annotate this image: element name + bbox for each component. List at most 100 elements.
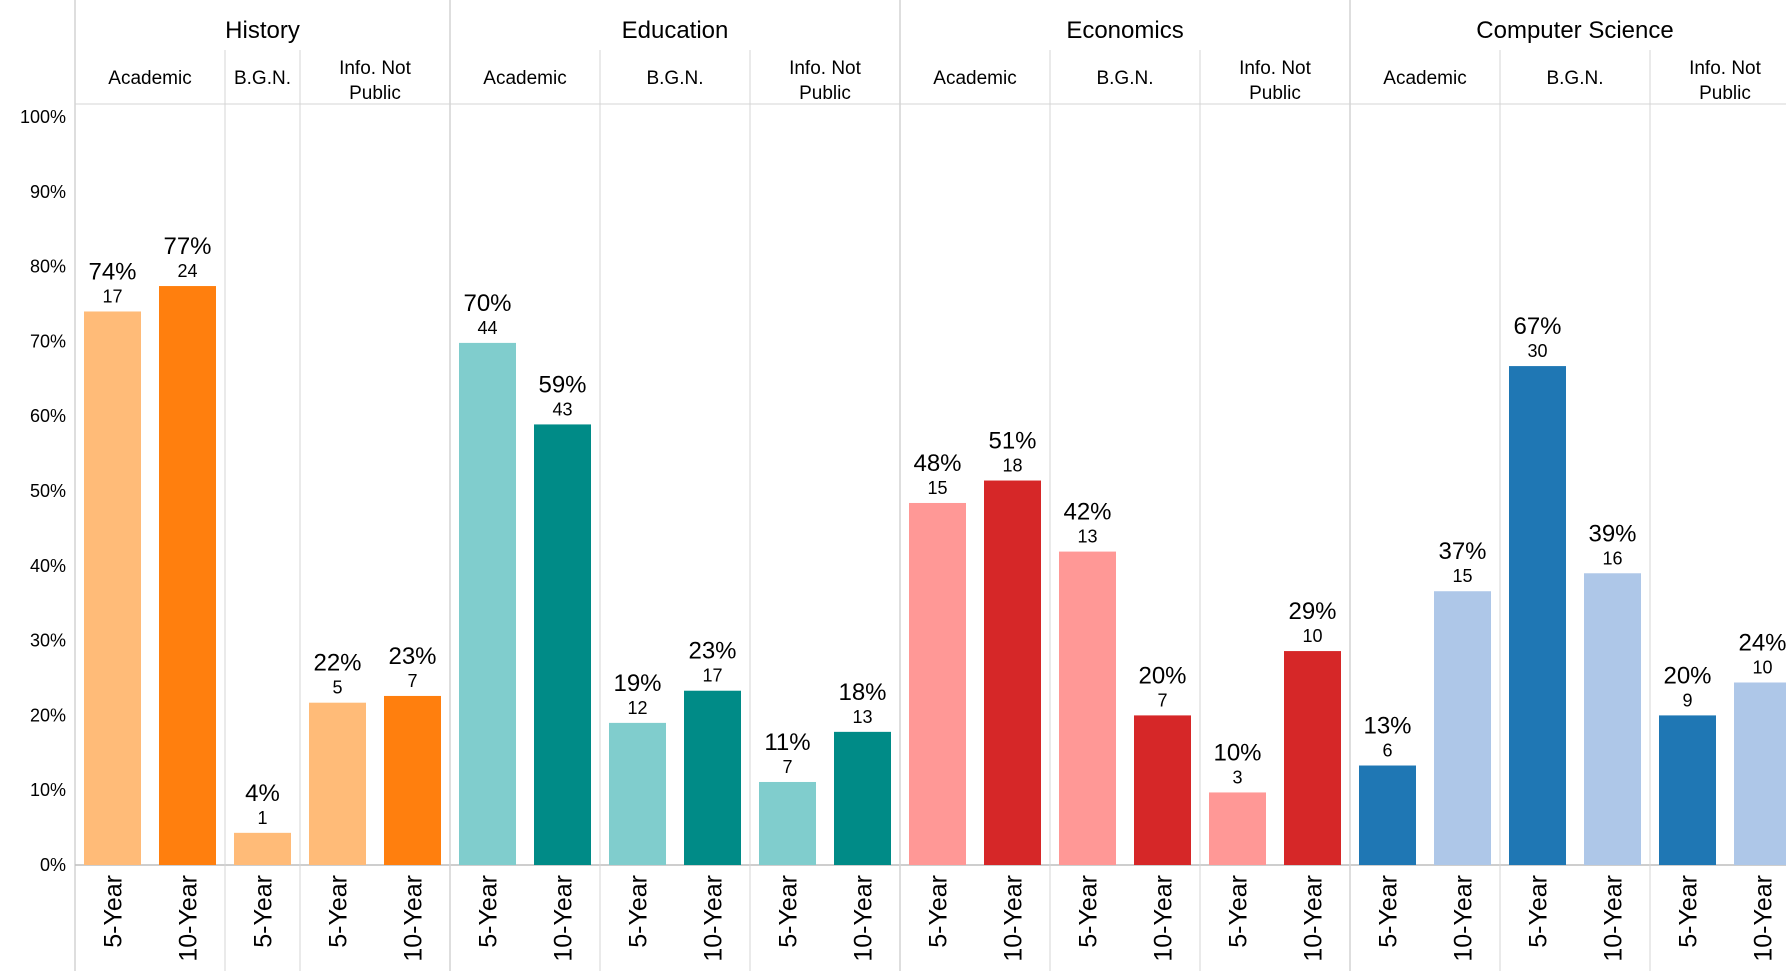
x-tick-label: 5-Year [1075,875,1103,948]
bar-count-label: 5 [332,678,342,698]
y-tick-label: 40% [30,556,66,576]
bar-count-label: 6 [1382,741,1392,761]
bar-count-label: 18 [1002,456,1022,476]
bar[interactable] [1659,715,1716,865]
y-tick-label: 60% [30,406,66,426]
x-tick-label: 5-Year [475,875,503,948]
group-header: Economics [1066,17,1183,44]
bar-count-label: 16 [1602,548,1622,568]
bar[interactable] [1509,366,1566,865]
bar-count-label: 43 [552,399,572,419]
y-tick-label: 50% [30,481,66,501]
subgroup-header: Academic [483,68,566,89]
bar-percent-label: 13% [1363,713,1411,740]
x-tick-label: 10-Year [700,875,728,962]
bar-count-label: 3 [1232,767,1242,787]
bar-percent-label: 37% [1438,538,1486,565]
bar-percent-label: 59% [538,371,586,398]
bar-count-label: 10 [1302,626,1322,646]
bar-percent-label: 23% [688,638,736,665]
x-tick-label: 10-Year [175,875,203,962]
bar[interactable] [984,480,1041,865]
bar[interactable] [159,286,216,866]
subgroup-header: B.G.N. [234,68,291,89]
subgroup-header: Public [349,83,401,104]
group-header: History [225,17,300,44]
x-tick-label: 5-Year [925,875,953,948]
bar[interactable] [534,424,591,865]
bar[interactable] [84,311,141,866]
subgroup-header: Info. Not [789,58,862,79]
bar-count-label: 7 [407,671,417,691]
y-tick-label: 20% [30,705,66,725]
bar-count-label: 15 [927,478,947,498]
bar-percent-label: 70% [463,290,511,317]
bar[interactable] [1059,551,1116,865]
bar-percent-label: 74% [88,258,136,285]
subgroup-header: Public [1249,83,1301,104]
x-tick-label: 5-Year [250,875,278,948]
bar-count-label: 12 [627,698,647,718]
bar[interactable] [684,690,741,865]
x-tick-label: 10-Year [1450,875,1478,962]
bar[interactable] [909,502,966,865]
bar-count-label: 30 [1527,341,1547,361]
bar-count-label: 1 [257,808,267,828]
bar[interactable] [1584,573,1641,865]
bar-count-label: 10 [1752,657,1772,677]
x-tick-label: 5-Year [325,875,353,948]
bar-percent-label: 11% [764,729,810,756]
bar[interactable] [459,342,516,865]
bar-percent-label: 4% [245,780,280,807]
bar-percent-label: 42% [1063,499,1111,526]
y-tick-label: 100% [20,107,66,127]
bar-count-label: 24 [177,261,197,281]
bar-percent-label: 23% [388,643,436,670]
bar-count-label: 15 [1452,566,1472,586]
bar[interactable] [759,781,816,865]
subgroup-header: Public [799,83,851,104]
bar-count-label: 44 [477,318,497,338]
x-tick-label: 10-Year [1150,875,1178,962]
x-tick-label: 5-Year [1675,875,1703,948]
bar[interactable] [609,722,666,865]
x-tick-label: 10-Year [1000,875,1028,962]
bar-percent-label: 29% [1288,598,1336,625]
bar-count-label: 17 [102,286,122,306]
bar-count-label: 9 [1682,690,1692,710]
bar[interactable] [384,695,441,865]
x-tick-label: 10-Year [400,875,428,962]
bar[interactable] [1359,765,1416,865]
bar[interactable] [1284,651,1341,865]
bar-percent-label: 20% [1138,662,1186,689]
y-tick-label: 80% [30,257,66,277]
bar[interactable] [1734,682,1786,865]
y-tick-label: 0% [40,855,66,875]
bar-count-label: 13 [1077,527,1097,547]
bar[interactable] [309,702,366,865]
x-tick-label: 10-Year [1600,875,1628,962]
bar[interactable] [1209,792,1266,865]
group-header: Computer Science [1476,17,1673,44]
subgroup-header: B.G.N. [646,68,703,89]
bar-percent-label: 48% [913,450,961,477]
subgroup-header: Public [1699,83,1751,104]
bar-count-label: 7 [1157,690,1167,710]
bar[interactable] [1434,591,1491,865]
y-tick-label: 70% [30,331,66,351]
subgroup-header: Info. Not [1689,58,1762,79]
x-tick-label: 10-Year [850,875,878,962]
x-tick-label: 5-Year [775,875,803,948]
x-tick-label: 10-Year [1300,875,1328,962]
bar[interactable] [834,731,891,865]
bar-percent-label: 18% [838,679,886,706]
bar-count-label: 7 [782,757,792,777]
bar[interactable] [1134,715,1191,865]
subgroup-header: B.G.N. [1546,68,1603,89]
bar[interactable] [234,832,291,865]
x-tick-label: 5-Year [1525,875,1553,948]
y-tick-label: 10% [30,780,66,800]
y-tick-label: 90% [30,182,66,202]
x-tick-label: 5-Year [1225,875,1253,948]
